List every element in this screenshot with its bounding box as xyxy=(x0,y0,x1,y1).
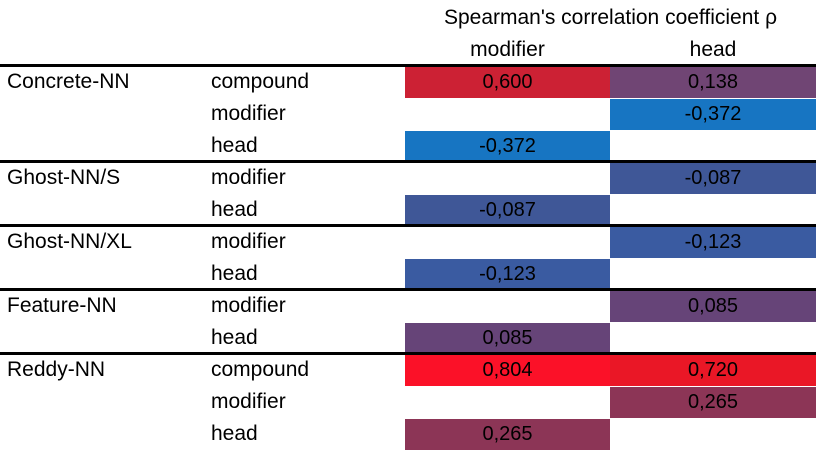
correlation-cell-head: -0,087 xyxy=(610,163,816,194)
correlation-cell-modifier: 0,085 xyxy=(405,323,610,354)
row-label: modifier xyxy=(211,102,286,125)
correlation-cell-head: -0,372 xyxy=(610,99,816,130)
row-label: compound xyxy=(211,70,310,93)
row-label: head xyxy=(211,134,258,157)
correlation-cell-head: 0,720 xyxy=(610,355,816,386)
column-header-modifier: modifier xyxy=(470,38,545,61)
row-label: modifier xyxy=(211,294,286,317)
group-separator xyxy=(0,224,816,227)
correlation-cell-modifier: 0,265 xyxy=(405,419,610,450)
correlation-cell-modifier: 0,600 xyxy=(405,67,610,98)
row-label: compound xyxy=(211,358,310,381)
group-separator xyxy=(0,352,816,355)
row-label: modifier xyxy=(211,230,286,253)
row-label: modifier xyxy=(211,166,286,189)
row-label: head xyxy=(211,422,258,445)
row-label: head xyxy=(211,326,258,349)
row-label: head xyxy=(211,262,258,285)
correlation-cell-modifier: 0,804 xyxy=(405,355,610,386)
group-label: Feature-NN xyxy=(7,294,117,317)
correlation-cell-head: 0,138 xyxy=(610,67,816,98)
correlation-cell-modifier: -0,087 xyxy=(405,195,610,226)
correlation-cell-head: -0,123 xyxy=(610,227,816,258)
correlation-cell-head: 0,265 xyxy=(610,387,816,418)
table-title: Spearman's correlation coefficient ρ xyxy=(443,6,778,29)
correlation-cell-modifier: -0,372 xyxy=(405,131,610,162)
group-separator xyxy=(0,288,816,291)
group-label: Concrete-NN xyxy=(7,70,130,93)
group-separator xyxy=(0,64,816,67)
correlation-cell-modifier: -0,123 xyxy=(405,259,610,290)
row-label: modifier xyxy=(211,390,286,413)
correlation-cell-head: 0,085 xyxy=(610,291,816,322)
group-separator xyxy=(0,160,816,163)
row-label: head xyxy=(211,198,258,221)
group-label: Ghost-NN/S xyxy=(7,166,121,189)
group-label: Reddy-NN xyxy=(7,358,106,381)
column-header-head: head xyxy=(689,38,737,61)
group-label: Ghost-NN/XL xyxy=(7,230,132,253)
